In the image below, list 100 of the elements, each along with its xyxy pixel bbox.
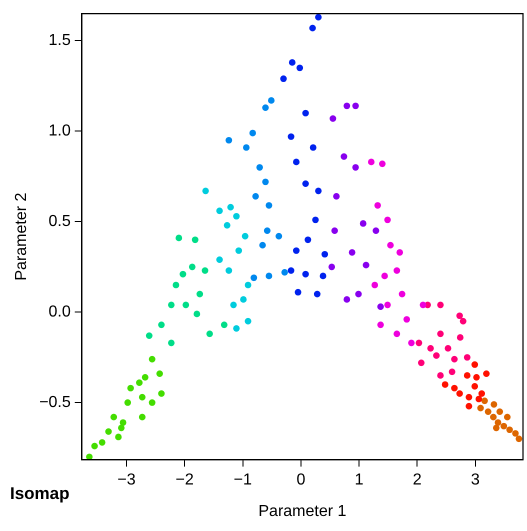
point: [314, 290, 321, 298]
point: [384, 216, 391, 224]
point: [492, 424, 500, 432]
point: [226, 267, 232, 274]
point: [384, 302, 391, 308]
point: [168, 340, 175, 346]
point: [244, 318, 252, 324]
point: [444, 345, 452, 352]
point: [368, 158, 375, 166]
point: [348, 249, 356, 256]
point: [471, 361, 478, 368]
point: [437, 330, 444, 338]
point: [471, 383, 478, 390]
point: [276, 232, 282, 240]
point: [158, 322, 165, 328]
point: [420, 302, 426, 308]
point: [437, 372, 444, 379]
point: [249, 130, 256, 136]
point: [158, 390, 165, 397]
point: [288, 267, 294, 274]
point: [442, 381, 448, 388]
point: [262, 178, 269, 186]
x-tick-label: 3: [470, 472, 480, 489]
point: [451, 356, 458, 362]
y-tick-label: 1.5: [48, 32, 71, 50]
point: [490, 414, 497, 420]
point: [227, 204, 234, 210]
point: [466, 402, 472, 410]
point: [216, 256, 223, 263]
x-tick-label: −3: [117, 472, 136, 489]
point: [259, 242, 266, 248]
point: [371, 282, 378, 288]
point: [296, 64, 304, 72]
point: [344, 296, 350, 303]
point: [433, 352, 440, 359]
point: [309, 24, 316, 32]
point: [437, 302, 444, 308]
point: [312, 216, 319, 224]
point: [156, 370, 163, 377]
point: [321, 250, 328, 258]
point: [292, 247, 300, 254]
x-axis-title: Parameter 1: [258, 502, 347, 520]
point: [224, 222, 230, 229]
point: [86, 454, 93, 460]
point: [464, 372, 470, 379]
point: [464, 354, 470, 361]
point: [216, 208, 223, 214]
point: [294, 288, 302, 296]
point: [138, 394, 146, 400]
point: [302, 180, 309, 187]
point: [264, 227, 271, 234]
point: [460, 318, 466, 324]
point: [512, 430, 519, 437]
point: [252, 193, 259, 200]
point: [268, 97, 275, 104]
point: [500, 422, 508, 430]
point: [176, 234, 182, 242]
point: [266, 272, 272, 280]
point: [202, 188, 209, 194]
point: [148, 356, 156, 362]
point: [504, 414, 511, 420]
point: [377, 322, 384, 328]
point: [473, 374, 480, 381]
point: [481, 397, 488, 404]
point: [304, 236, 312, 244]
point: [398, 290, 406, 298]
point: [477, 404, 484, 412]
point: [292, 158, 300, 166]
y-tick-label: 0.0: [48, 304, 71, 321]
point: [230, 302, 237, 308]
point: [148, 399, 156, 406]
point: [490, 401, 498, 408]
x-tick-label: −1: [234, 472, 252, 489]
point: [118, 424, 125, 432]
point: [496, 408, 504, 415]
point: [328, 264, 336, 270]
point: [418, 360, 425, 366]
point: [226, 136, 232, 144]
point: [379, 160, 386, 168]
point: [256, 164, 263, 171]
point: [320, 272, 326, 280]
point: [188, 264, 196, 270]
point: [288, 133, 294, 140]
point: [136, 379, 143, 386]
point: [194, 310, 200, 318]
point: [381, 272, 388, 280]
point: [206, 330, 213, 338]
point: [516, 435, 522, 442]
point: [394, 267, 400, 274]
point: [180, 270, 186, 278]
point: [315, 188, 322, 194]
point: [483, 370, 490, 377]
point: [362, 262, 370, 268]
point: [360, 220, 366, 227]
point: [374, 202, 381, 209]
point: [394, 330, 400, 338]
point: [168, 302, 175, 308]
point: [235, 247, 242, 254]
point: [310, 144, 316, 151]
point: [262, 104, 269, 111]
